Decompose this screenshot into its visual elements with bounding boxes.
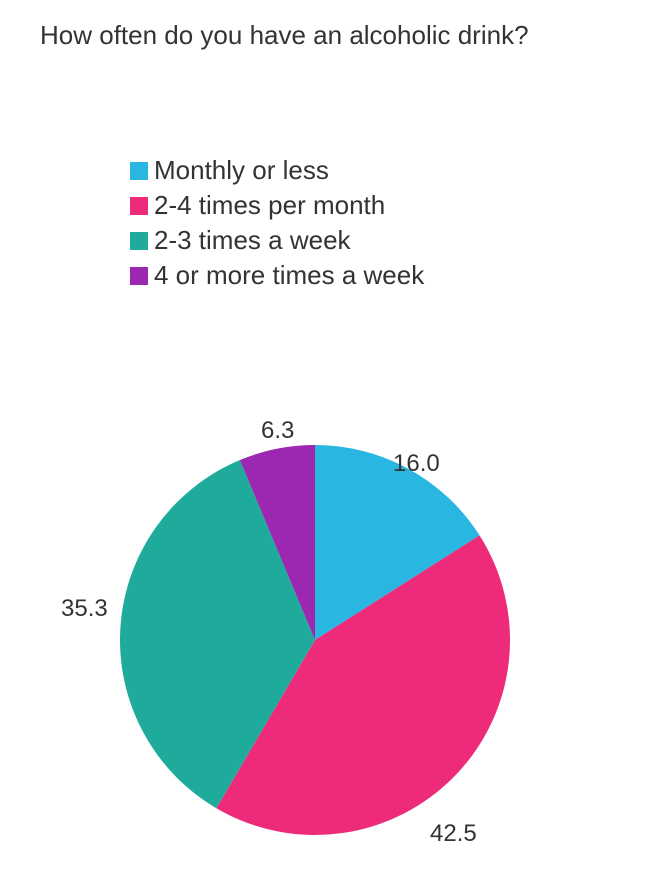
legend-item: 4 or more times a week <box>130 260 424 291</box>
slice-label: 35.3 <box>61 595 108 623</box>
legend-item: 2-3 times a week <box>130 225 424 256</box>
legend-label: Monthly or less <box>154 155 329 186</box>
legend-label: 2-3 times a week <box>154 225 351 256</box>
pie-chart: 16.0 42.5 35.3 6.3 <box>95 420 535 860</box>
legend-swatch <box>130 197 148 215</box>
legend: Monthly or less 2-4 times per month 2-3 … <box>130 155 424 295</box>
chart-title: How often do you have an alcoholic drink… <box>40 20 529 51</box>
legend-swatch <box>130 267 148 285</box>
legend-label: 4 or more times a week <box>154 260 424 291</box>
legend-item: 2-4 times per month <box>130 190 424 221</box>
slice-label: 16.0 <box>393 450 440 478</box>
pie-svg <box>95 420 535 860</box>
legend-label: 2-4 times per month <box>154 190 385 221</box>
slice-label: 42.5 <box>430 820 477 848</box>
chart-container: How often do you have an alcoholic drink… <box>0 0 650 876</box>
legend-swatch <box>130 232 148 250</box>
slice-label: 6.3 <box>261 417 294 445</box>
legend-swatch <box>130 162 148 180</box>
legend-item: Monthly or less <box>130 155 424 186</box>
